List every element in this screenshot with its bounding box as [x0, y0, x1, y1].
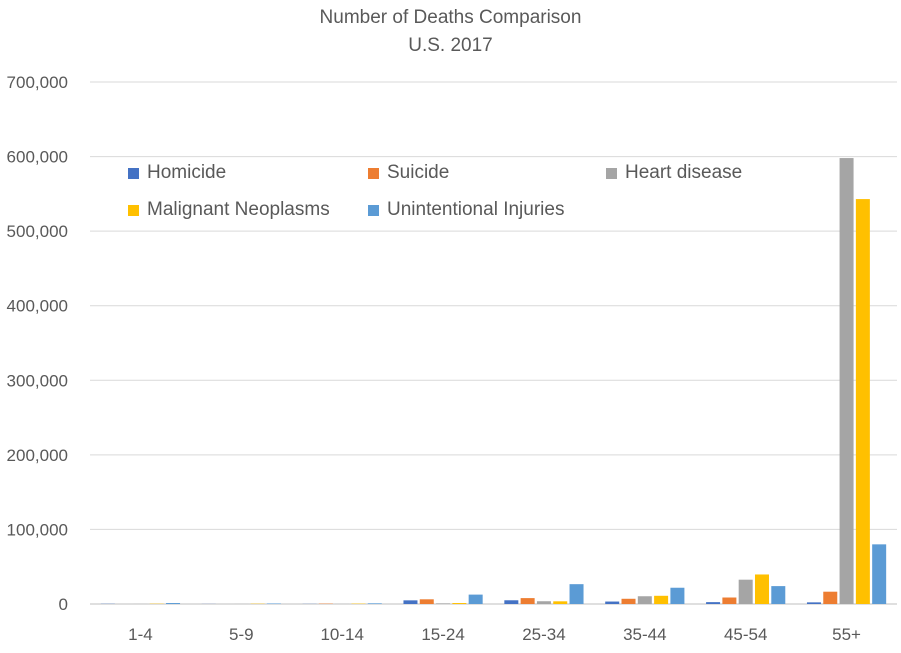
- y-tick-label: 400,000: [7, 297, 68, 316]
- x-tick-label: 10-14: [320, 625, 363, 644]
- y-tick-label: 600,000: [7, 148, 68, 167]
- bar-unintentional-injuries: [670, 587, 685, 604]
- bar-homicide: [605, 601, 620, 604]
- x-tick-label: 35-44: [623, 625, 666, 644]
- bar-unintentional-injuries: [266, 603, 281, 604]
- bar-unintentional-injuries: [872, 544, 887, 604]
- x-tick-label: 1-4: [128, 625, 153, 644]
- legend-item: Heart disease: [606, 162, 742, 184]
- y-tick-label: 0: [59, 595, 68, 614]
- bar-suicide: [520, 598, 535, 604]
- legend-label: Malignant Neoplasms: [147, 199, 330, 220]
- legend-swatch: [128, 167, 139, 179]
- bar-unintentional-injuries: [468, 594, 483, 604]
- chart-title: Number of Deaths Comparison: [319, 7, 582, 28]
- bar-heart-disease: [839, 158, 854, 604]
- legend-swatch: [368, 167, 379, 179]
- bar-malignant-neoplasms: [754, 574, 769, 604]
- legend-item: Homicide: [128, 162, 226, 184]
- bar-homicide: [706, 602, 721, 604]
- bar-malignant-neoplasms: [855, 199, 870, 604]
- x-tick-label: 5-9: [229, 625, 254, 644]
- legend-item: Malignant Neoplasms: [128, 199, 330, 221]
- bar-heart-disease: [738, 579, 753, 604]
- bar-suicide: [823, 591, 838, 604]
- legend-label: Heart disease: [625, 162, 743, 183]
- y-tick-label: 300,000: [7, 371, 68, 390]
- bar-unintentional-injuries: [367, 603, 382, 604]
- bar-suicide: [722, 597, 737, 604]
- legend-label: Unintentional Injuries: [387, 199, 565, 220]
- y-tick-label: 500,000: [7, 222, 68, 241]
- x-tick-label: 25-34: [522, 625, 565, 644]
- bar-unintentional-injuries: [771, 586, 786, 604]
- bar-heart-disease: [637, 596, 652, 604]
- legend-swatch: [368, 204, 379, 216]
- legend-swatch: [128, 204, 139, 216]
- x-tick-label: 15-24: [421, 625, 464, 644]
- bar-homicide: [403, 600, 418, 604]
- x-tick-label: 45-54: [724, 625, 767, 644]
- bar-heart-disease: [436, 603, 451, 604]
- bar-homicide: [504, 600, 519, 604]
- bar-heart-disease: [536, 601, 551, 604]
- x-tick-label: 55+: [832, 625, 861, 644]
- legend-item: Unintentional Injuries: [368, 199, 564, 221]
- bar-homicide: [806, 602, 821, 604]
- bar-malignant-neoplasms: [654, 595, 669, 604]
- bar-suicide: [419, 599, 434, 604]
- bar-malignant-neoplasms: [452, 603, 467, 604]
- y-tick-label: 100,000: [7, 520, 68, 539]
- bar-malignant-neoplasms: [553, 601, 568, 604]
- chart-subtitle: U.S. 2017: [408, 35, 493, 56]
- legend-item: Suicide: [368, 162, 449, 184]
- y-tick-label: 200,000: [7, 446, 68, 465]
- legend-label: Suicide: [387, 162, 450, 183]
- bar-suicide: [621, 598, 636, 604]
- legend-label: Homicide: [147, 162, 227, 183]
- y-tick-label: 700,000: [7, 73, 68, 92]
- bar-unintentional-injuries: [166, 603, 181, 604]
- legend-swatch: [606, 167, 617, 179]
- bar-unintentional-injuries: [569, 584, 584, 604]
